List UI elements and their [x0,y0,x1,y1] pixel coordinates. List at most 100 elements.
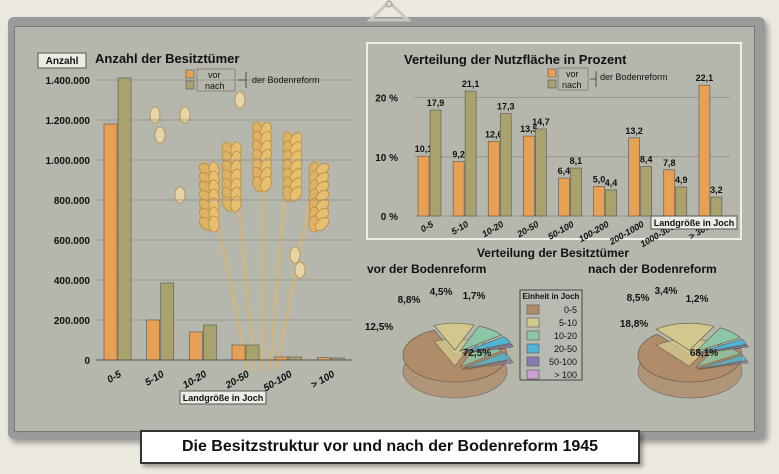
bar-nach-0-5 [429,109,442,217]
pie-legend-swatch [526,317,540,328]
pie-slice-20-50 [461,336,512,353]
pie-value-label: 8,5% [627,293,650,304]
xlabel-box [650,215,738,230]
pie-section: Verteilung der Besitztümer vor der Bodenr… [365,246,749,399]
bar-nach-5-10 [464,90,477,217]
legend-label-vor: vor [208,70,221,80]
legend-box [557,67,589,91]
pie-slice-side-20-50 [461,352,512,369]
wheat-grain [314,216,330,232]
x-axis-label: Landgröße in Joch [183,393,264,403]
pie-legend-swatch [526,356,540,367]
pie-legend-label: 10-20 [554,331,577,341]
data-label: 3,2 [710,185,723,195]
bar-nach-20-50 [245,344,260,361]
data-label: 12,6 [485,129,503,139]
x-tick-label: 5-10 [143,369,166,389]
wheat-grain [208,215,220,233]
pie-legend-swatch [526,304,540,315]
x-tick-label: 0-5 [105,369,123,386]
x-tick-label: 50-100 [262,369,295,394]
bar-vor-100-200 [593,186,605,217]
data-label: 13,2 [625,126,643,136]
pie-legend-label: > 100 [554,370,577,380]
pie-vor: 72,5% 12,5% 8,8% 4,5% 1,7% [365,287,514,399]
data-label: 17,9 [427,98,445,108]
y-tick-label: 0 % [381,212,398,223]
data-label: 17,3 [497,102,515,112]
data-label: 10,1 [415,144,433,154]
chart-tag-box [37,52,87,69]
bar-vor-10-20 [487,141,500,217]
data-label: 8,1 [570,156,583,166]
data-label: 9,2 [452,150,465,160]
legend-label-nach: nach [205,81,225,91]
chart-board [14,26,755,432]
bar-vor-0-5 [103,123,118,361]
y-tick-label: 1.200.000 [46,116,91,127]
bar-vor-0-5 [417,155,430,217]
y-tick-label: 800.000 [54,196,91,207]
data-label: 8,4 [640,154,653,164]
chart-tag: Anzahl [46,56,79,67]
bar-nach-20-50 [535,128,547,217]
bar-nach-100-200 [605,189,617,217]
pie-slice-10-20 [458,325,503,352]
data-label: 14,7 [532,117,550,127]
legend-swatch-vor [185,69,195,79]
bar-vor-10-20 [189,331,203,361]
data-label: 13,5 [520,124,538,134]
bar-nach-5-10 [160,282,174,361]
pie-legend: Einheit in Joch 0-5 5-10 10-20 20-50 50-100 > … [519,289,583,381]
legend-label-nach: nach [562,80,582,90]
wheat-grain [260,175,272,193]
bar-vor-> 3000 [698,84,711,217]
x-tick-label: > 100 [309,369,337,391]
bar-nach-50-100 [570,167,582,217]
data-label: 6,4 [558,166,571,176]
wheat-grain [234,91,246,109]
y-tick-label: 600.000 [54,236,91,247]
wheat-grain [294,261,306,279]
pie-legend-swatch [526,369,540,380]
x-tick-label: 10-20 [480,219,505,239]
legend-swatch-vor [547,68,557,78]
wheat-grain [179,106,191,124]
x-tick-label: 100-200 [577,219,611,244]
wheat-grain [149,106,161,124]
chart-panel-border [366,42,742,240]
x-tick-label: 10-20 [181,369,209,392]
data-label: 4,9 [675,175,688,185]
y-tick-label: 200.000 [54,316,91,327]
wheat-grain [289,246,301,264]
pie-legend-label: 0-5 [564,305,577,315]
data-label: 4,4 [605,178,618,188]
legend-bracket [590,71,597,87]
chart-nutzflaeche: Verteilung der Nutzfläche in Prozent 0 % 1… [366,42,742,249]
legend-suffix: der Bodenreform [600,72,668,82]
chart-anzahl: Anzahl Anzahl der Besitztümer 0 200.000 400.… [37,51,352,405]
legend-swatch-nach [547,79,557,89]
pie-slice-side-20-50 [697,354,748,370]
legend-label-vor: vor [566,69,579,79]
y-tick-label: 20 % [375,94,398,105]
pie-slice-10-20 [695,327,741,352]
x-tick-label: 5-10 [450,219,471,237]
x-tick-label: 20-50 [223,369,252,392]
bar-nach-200-1000 [640,165,652,217]
bar-vor-50-100 [558,177,570,217]
bar-nach-10-20 [203,324,217,361]
pie-value-label: 1,7% [463,291,486,302]
pie-value-label: 3,4% [655,286,678,297]
hanger-icon [366,0,412,22]
xlabel-box [179,390,267,405]
wheat-grain [289,186,303,202]
pie-legend-label: 50-100 [549,357,577,367]
pie-subtitle-nach: nach der Bodenreform [588,262,717,276]
bar-vor-5-10 [146,319,160,361]
pie-legend-swatch [526,343,540,354]
y-tick-label: 1.400.000 [46,76,91,87]
pie-slice-20-50 [697,338,748,354]
bar-nach-1000-3000 [675,186,688,217]
data-label: 21,1 [462,79,480,89]
